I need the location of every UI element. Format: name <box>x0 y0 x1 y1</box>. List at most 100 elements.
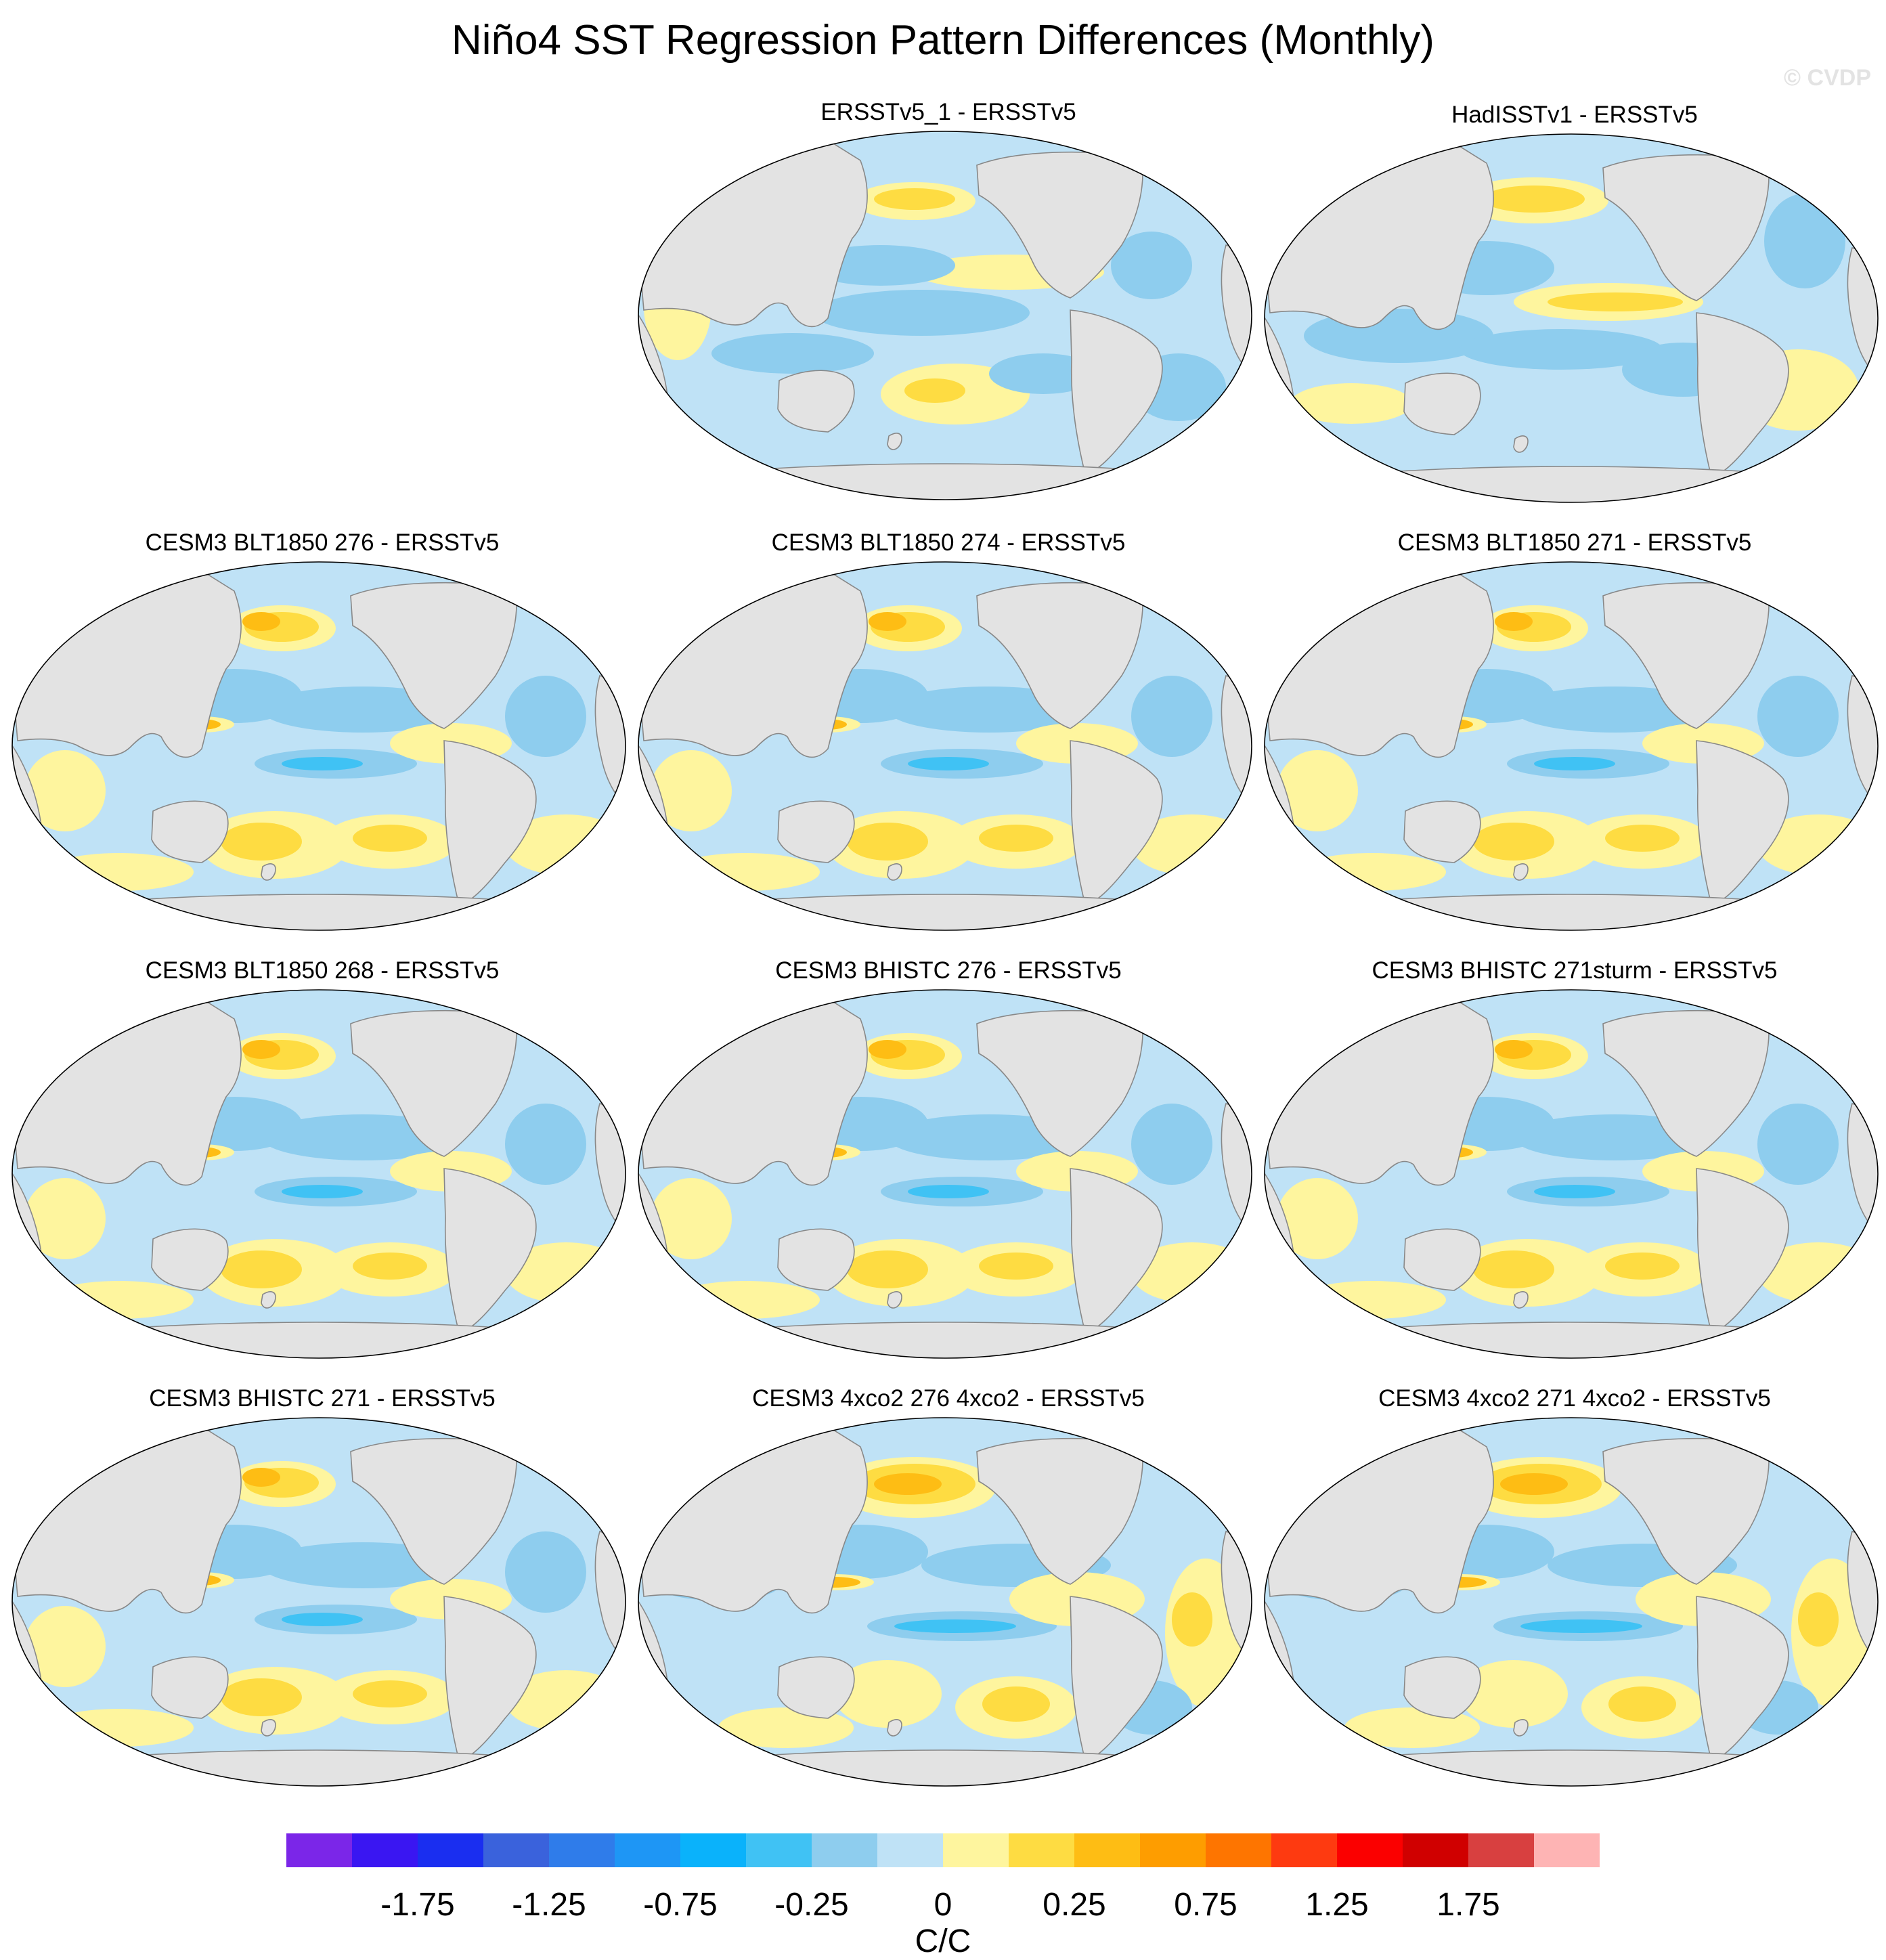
sst-anomaly-region <box>1534 1185 1615 1198</box>
colorbar <box>286 1833 1600 1867</box>
colorbar-swatch <box>1337 1833 1403 1867</box>
sst-anomaly-region <box>505 676 586 757</box>
sst-anomaly-region <box>24 1178 106 1259</box>
sst-anomaly-region <box>1605 1253 1680 1280</box>
sst-anomaly-region <box>908 757 989 770</box>
sst-anomaly-region <box>1473 823 1554 861</box>
map-border <box>1264 1417 1879 1787</box>
land-mass <box>638 894 1252 930</box>
sst-anomaly-region <box>1277 750 1358 831</box>
land-mass <box>12 894 626 930</box>
sst-anomaly-region <box>989 353 1097 394</box>
colorbar-swatch <box>1009 1833 1075 1867</box>
land-mass <box>1696 1596 1789 1761</box>
sst-anomaly-region <box>1757 1104 1839 1185</box>
sst-anomaly-region <box>1277 1178 1358 1259</box>
robinson-map <box>12 561 626 931</box>
land-mass <box>1795 1005 1841 1057</box>
robinson-map <box>638 1417 1252 1787</box>
land-mass <box>1265 1749 1878 1786</box>
colorbar-swatch <box>877 1833 944 1867</box>
sst-anomaly-region <box>353 1680 427 1707</box>
land-mass <box>1265 894 1878 930</box>
sst-anomaly-region <box>1172 1592 1212 1647</box>
sst-anomaly-region <box>874 188 955 210</box>
colorbar-swatch <box>549 1833 615 1867</box>
land-mass <box>976 582 1143 729</box>
sst-anomaly-region <box>894 1619 1016 1633</box>
land-mass <box>443 740 537 905</box>
land-mass <box>1168 1433 1214 1485</box>
land-mass <box>887 1291 902 1309</box>
colorbar-swatch <box>812 1833 878 1867</box>
land-mass <box>638 573 868 758</box>
land-mass <box>1602 1009 1770 1157</box>
sst-anomaly-region <box>1131 1104 1212 1185</box>
robinson-map <box>1264 989 1879 1359</box>
sst-anomaly-region <box>1534 757 1615 770</box>
robinson-map <box>638 131 1252 500</box>
sst-anomaly-region <box>1483 186 1585 213</box>
map-panel: CESM3 4xco2 271 4xco2 - ERSSTv5 <box>1263 1384 1886 1797</box>
sst-anomaly-region <box>904 378 965 403</box>
colorbar-swatch <box>1206 1833 1272 1867</box>
colorbar-swatch <box>1271 1833 1338 1867</box>
land-mass <box>12 1429 242 1614</box>
sst-anomaly-region <box>24 750 106 831</box>
map-panel-title: CESM3 4xco2 276 4xco2 - ERSSTv5 <box>752 1385 1145 1412</box>
land-mass <box>1168 146 1214 198</box>
land-mass <box>12 573 242 758</box>
land-mass <box>1070 1168 1163 1333</box>
map-panel-title: HadISSTv1 - ERSSTv5 <box>1451 102 1698 128</box>
sst-anomaly-region <box>869 612 906 631</box>
land-mass <box>638 463 1252 500</box>
map-border <box>638 131 1252 500</box>
map-border <box>638 989 1252 1359</box>
land-mass <box>542 1005 588 1057</box>
land-mass <box>542 577 588 629</box>
map-border <box>1264 561 1879 931</box>
land-mass <box>887 1719 902 1737</box>
land-mass <box>350 1009 517 1157</box>
robinson-map <box>1264 133 1879 503</box>
land-mass <box>1070 1596 1163 1761</box>
land-mass <box>1403 1228 1481 1291</box>
land-mass <box>1602 582 1770 729</box>
land-mass <box>638 143 868 328</box>
map-panel: CESM3 BHISTC 276 - ERSSTv5 <box>637 956 1260 1369</box>
land-mass <box>777 1228 855 1291</box>
sst-anomaly-region <box>221 823 302 861</box>
map-panel: CESM3 BLT1850 271 - ERSSTv5 <box>1263 528 1886 941</box>
map-panel-title: ERSSTv5_1 - ERSSTv5 <box>820 99 1076 125</box>
land-mass <box>261 1719 276 1737</box>
robinson-map <box>638 989 1252 1359</box>
sst-anomaly-region <box>1520 1619 1642 1633</box>
sst-anomaly-region <box>1495 1040 1533 1059</box>
sst-anomaly-region <box>979 1253 1053 1280</box>
colorbar-swatch <box>615 1833 681 1867</box>
map-panel-title: CESM3 BLT1850 268 - ERSSTv5 <box>145 957 500 984</box>
map-border <box>638 1417 1252 1787</box>
sst-anomaly-region <box>869 1040 906 1059</box>
robinson-map <box>1264 561 1879 931</box>
land-mass <box>1795 577 1841 629</box>
land-mass <box>1696 1168 1789 1333</box>
map-panel: CESM3 BHISTC 271 - ERSSTv5 <box>11 1384 634 1797</box>
map-panel: ERSSTv5_1 - ERSSTv5 <box>637 97 1260 510</box>
sst-anomaly-region <box>908 1185 989 1198</box>
sst-anomaly-region <box>505 1531 586 1613</box>
land-mass <box>638 1429 868 1614</box>
land-mass <box>1265 466 1878 502</box>
land-mass <box>1513 435 1529 453</box>
sst-anomaly-region <box>282 1613 363 1626</box>
land-mass <box>1403 372 1481 435</box>
land-mass <box>350 582 517 729</box>
sst-anomaly-region <box>1605 825 1680 852</box>
colorbar-swatch <box>286 1833 353 1867</box>
land-mass <box>261 1291 276 1309</box>
land-mass <box>777 370 855 433</box>
map-panel-title: CESM3 BHISTC 271 - ERSSTv5 <box>149 1385 496 1412</box>
sst-anomaly-region <box>242 1040 280 1059</box>
colorbar-swatch <box>1140 1833 1206 1867</box>
map-panel-title: CESM3 BLT1850 276 - ERSSTv5 <box>145 529 500 556</box>
